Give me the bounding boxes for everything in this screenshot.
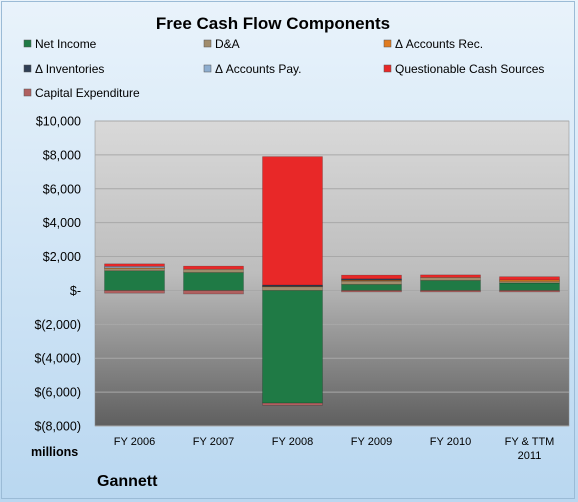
bar-d-a xyxy=(420,277,481,281)
legend-label-accounts-pay: Δ Accounts Pay. xyxy=(215,62,302,76)
bar-net-income xyxy=(420,280,481,291)
x-tick-label: 2011 xyxy=(518,450,542,462)
bar-net-income xyxy=(262,290,323,404)
legend-label-inventories: Δ Inventories xyxy=(35,62,104,76)
bar-questionable-cash-sources xyxy=(499,276,560,281)
x-tick-label: FY 2009 xyxy=(351,436,392,448)
bar-questionable-cash-sources xyxy=(183,265,244,270)
legend-swatch-accounts-pay xyxy=(203,64,212,73)
legend-swatch-accounts-rec xyxy=(383,39,392,48)
bar-net-income xyxy=(341,284,402,291)
company-name: Gannett xyxy=(97,473,158,490)
y-tick-label: $(4,000) xyxy=(34,352,81,366)
unit-label: millions xyxy=(31,445,78,459)
legend-label-capital-expenditure: Capital Expenditure xyxy=(35,86,140,100)
x-axis: FY 2006 FY 2007 FY 2008 FY 2009 FY 2010 FY & … xyxy=(114,436,555,462)
bar-capital-expenditure xyxy=(420,290,481,293)
plot-area xyxy=(94,120,570,427)
bar-net-income xyxy=(104,270,165,291)
bars xyxy=(104,156,560,406)
legend-swatch-questionable-cash-sources xyxy=(383,64,392,73)
bar-questionable-cash-sources xyxy=(341,274,402,280)
bar-capital-expenditure xyxy=(104,290,165,294)
x-tick-label: FY 2006 xyxy=(114,436,155,448)
bar-net-income xyxy=(183,272,244,291)
bar-capital-expenditure xyxy=(183,290,244,295)
chart-title: Free Cash Flow Components xyxy=(156,14,390,33)
legend-swatch-inventories xyxy=(23,64,32,73)
bar-capital-expenditure xyxy=(262,402,323,406)
legend-swatch-net-income xyxy=(23,39,32,48)
grid-lines xyxy=(95,120,569,427)
legend-label-d-a: D&A xyxy=(215,37,240,51)
y-tick-label: $(6,000) xyxy=(34,386,81,400)
x-tick-label: FY 2007 xyxy=(193,436,234,448)
y-tick-label: $(2,000) xyxy=(34,318,81,332)
x-tick-label: FY 2010 xyxy=(430,436,471,448)
bar-d-a xyxy=(341,280,402,285)
legend-swatch-capital-expenditure xyxy=(23,88,32,97)
bar-questionable-cash-sources xyxy=(262,156,323,286)
bar-questionable-cash-sources xyxy=(420,274,481,278)
y-tick-label: $6,000 xyxy=(43,182,81,196)
y-tick-label: $10,000 xyxy=(36,115,81,129)
y-tick-label: $8,000 xyxy=(43,148,81,162)
legend-label-questionable-cash-sources: Questionable Cash Sources xyxy=(395,62,544,76)
x-tick-label: FY 2008 xyxy=(272,436,313,448)
y-tick-label: $4,000 xyxy=(43,216,81,230)
legend-label-net-income: Net Income xyxy=(35,37,97,51)
legend-label-accounts-rec: Δ Accounts Rec. xyxy=(395,37,483,51)
y-tick-label: $(8,000) xyxy=(34,420,81,434)
legend: Net Income D&A Δ Accounts Rec. Δ Inventorie… xyxy=(23,37,544,100)
bar-net-income xyxy=(499,282,560,291)
y-tick-label: $2,000 xyxy=(43,250,81,264)
x-tick-label: FY & TTM xyxy=(505,436,555,448)
y-tick-label: $- xyxy=(70,284,81,298)
y-axis: $10,000 $8,000 $6,000 $4,000 $2,000 $- $(2,000… xyxy=(34,115,81,434)
bar-questionable-cash-sources xyxy=(104,263,165,267)
bar-capital-expenditure xyxy=(341,290,402,293)
bar-d-a xyxy=(183,268,244,273)
bar-capital-expenditure xyxy=(499,290,560,293)
legend-swatch-d-a xyxy=(203,39,212,48)
